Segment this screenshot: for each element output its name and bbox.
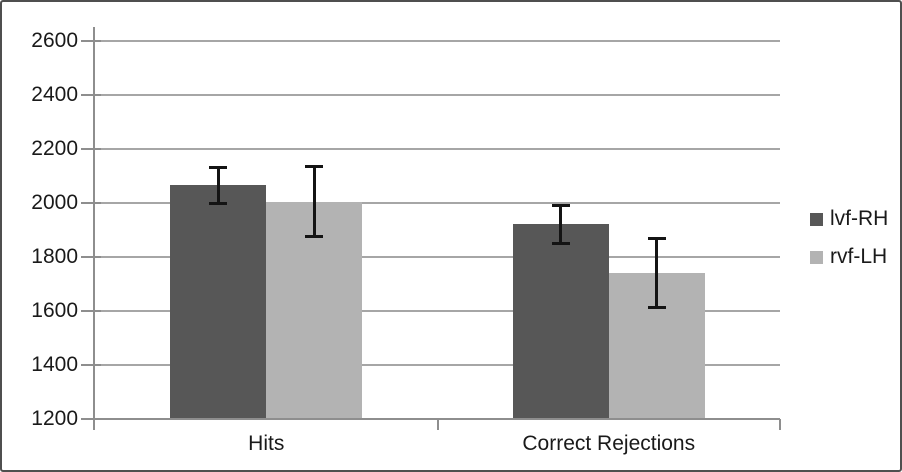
- error-bar-correct-rejections-lvf-rh: [551, 204, 570, 245]
- gridline: [95, 40, 780, 43]
- error-bar-stem: [655, 237, 659, 309]
- gridline: [95, 201, 780, 204]
- y-axis-tick: [81, 201, 101, 204]
- x-axis-line: [81, 417, 780, 420]
- y-axis-tick-label: 2000: [31, 190, 78, 214]
- y-axis-tick-label: 2600: [31, 29, 78, 53]
- error-bar-hits-rvf-lh: [305, 165, 324, 238]
- y-axis-tick-label: 1200: [31, 406, 78, 430]
- y-axis-line: [93, 27, 95, 430]
- legend-label-lvf-rh: lvf-RH: [830, 207, 889, 230]
- legend-swatch-rvf-lh: [810, 250, 823, 264]
- gridline: [95, 148, 780, 150]
- gridline: [95, 255, 780, 258]
- error-bar-stem: [559, 204, 563, 245]
- y-axis-tick-label: 1800: [31, 244, 78, 268]
- y-axis-tick-label: 1400: [31, 352, 78, 376]
- bar-correct-rejections-lvf-rh: [512, 224, 609, 419]
- error-bar-stem: [216, 165, 220, 206]
- y-axis-tick-label: 2200: [31, 137, 78, 160]
- error-bar-cap-bottom: [305, 234, 324, 238]
- y-axis-tick: [81, 363, 101, 366]
- y-axis-tick: [81, 148, 101, 150]
- legend-item-rvf-lh: rvf-LH: [810, 246, 887, 268]
- error-bar-hits-lvf-rh: [209, 165, 228, 206]
- gridline: [95, 309, 780, 312]
- gridline: [95, 363, 780, 366]
- y-axis-tick-label: 2400: [31, 83, 78, 107]
- x-axis-category-label-correct-rejections: Correct Rejections: [522, 432, 696, 455]
- error-bar-correct-rejections-rvf-lh: [647, 237, 666, 309]
- gridline: [95, 94, 780, 97]
- y-axis-tick: [81, 417, 101, 420]
- error-bar-cap-bottom: [209, 202, 228, 206]
- y-axis-tick: [81, 309, 101, 312]
- x-axis-category-label-hits: Hits: [248, 432, 285, 455]
- x-axis-tick: [436, 418, 439, 430]
- error-bar-stem: [312, 165, 316, 238]
- legend-item-lvf-rh: lvf-RH: [810, 208, 888, 230]
- error-bar-cap-bottom: [647, 305, 666, 309]
- x-axis-tick: [779, 418, 781, 430]
- bar-hits-lvf-rh: [170, 185, 267, 419]
- error-bar-cap-bottom: [551, 241, 570, 245]
- legend-swatch-lvf-rh: [810, 212, 823, 226]
- y-axis-tick-label: 1600: [31, 298, 78, 322]
- legend-label-rvf-lh: rvf-LH: [830, 245, 888, 268]
- y-axis-tick: [81, 255, 101, 258]
- y-axis-tick: [81, 94, 101, 97]
- y-axis-tick: [81, 40, 101, 43]
